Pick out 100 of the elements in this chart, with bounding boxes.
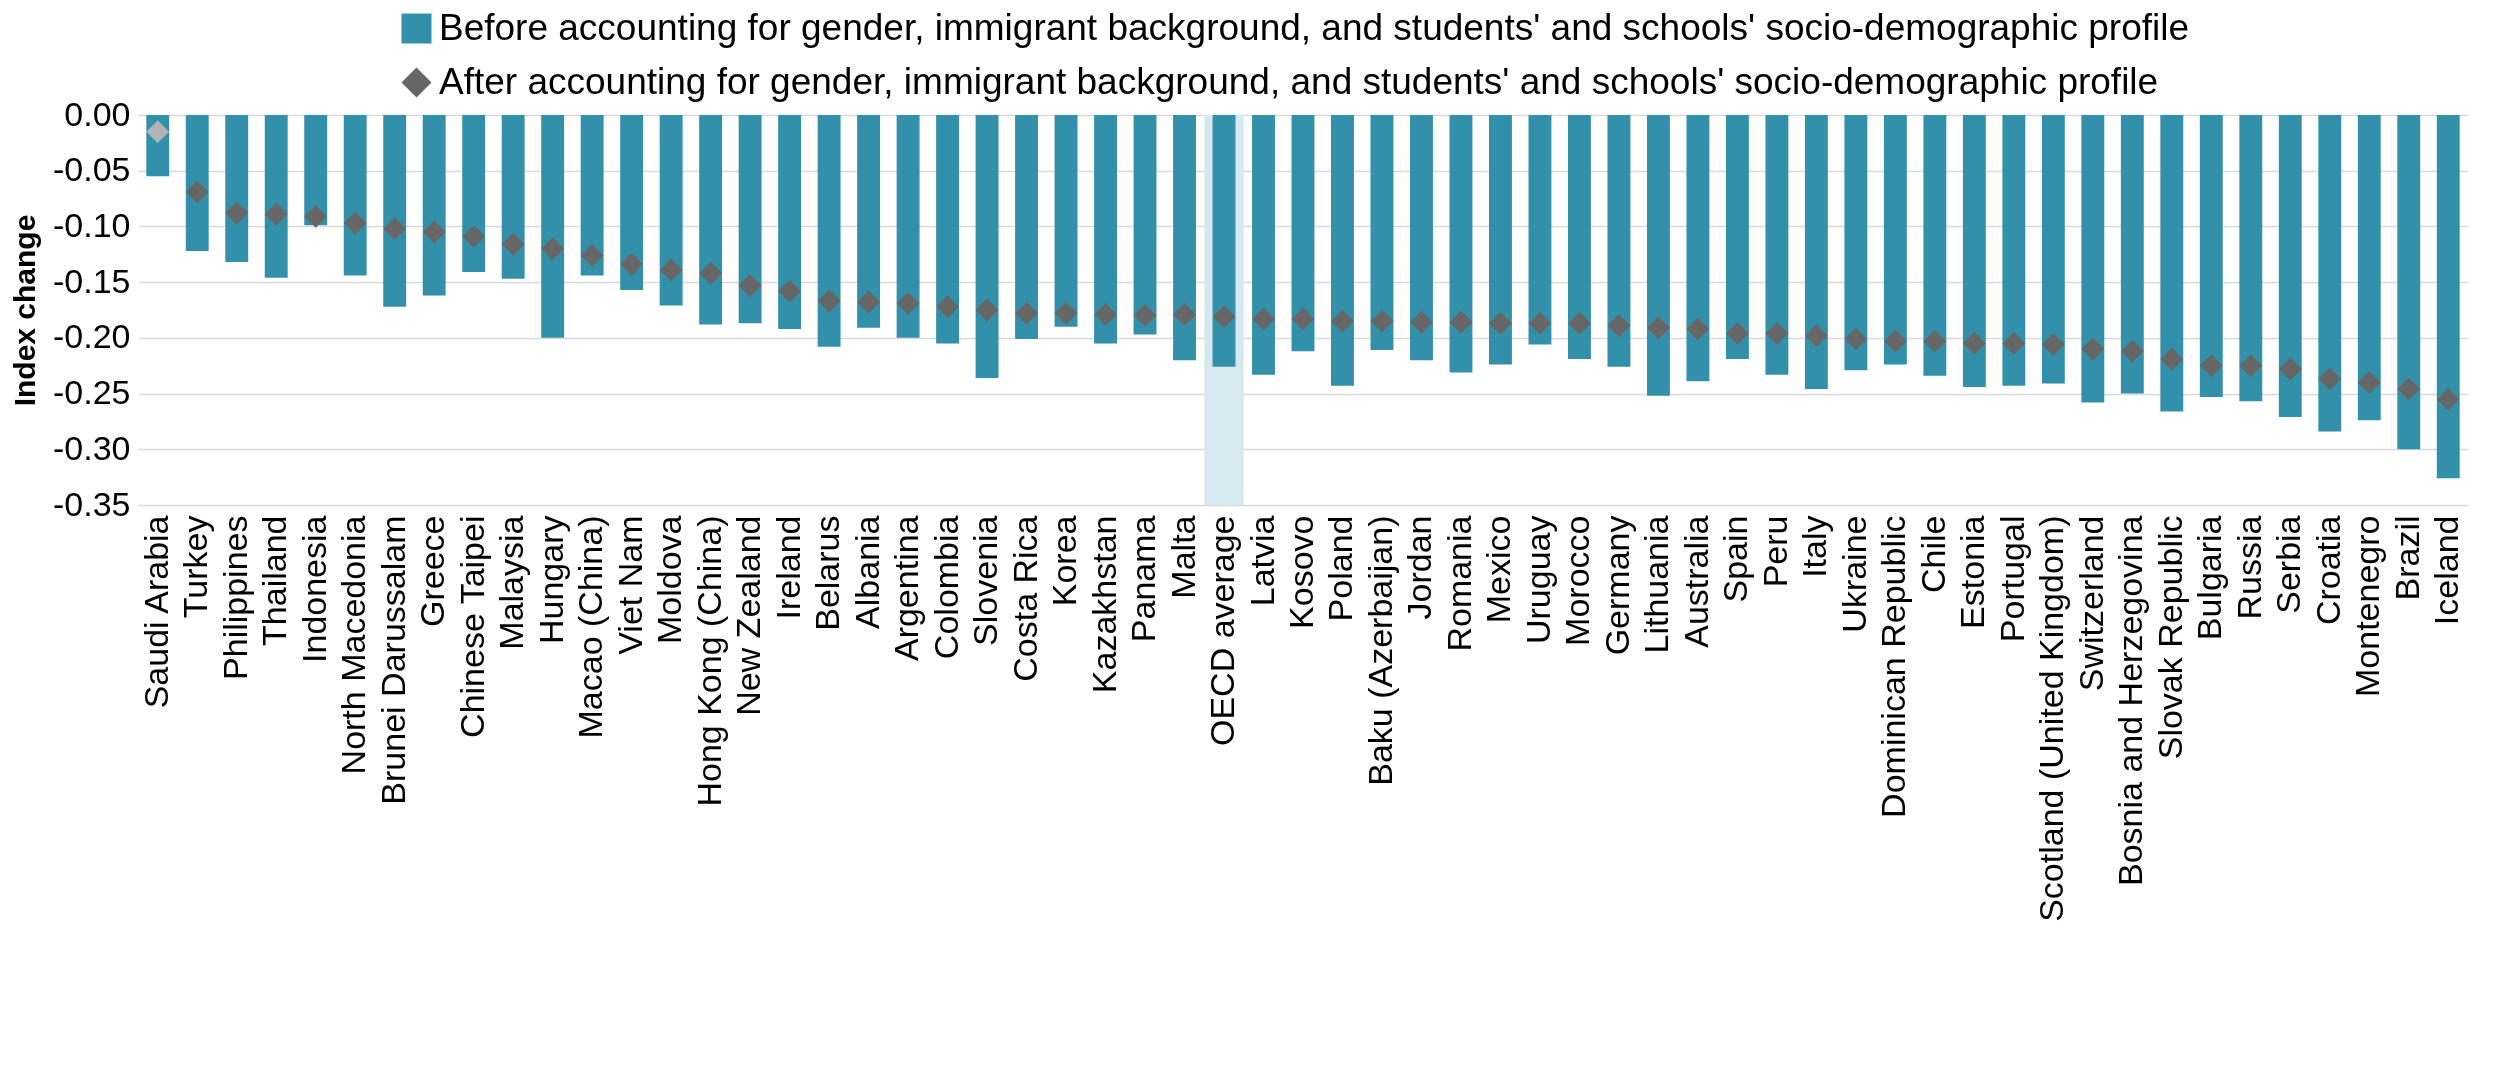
x-tick-label: Greece [413,515,452,627]
point [2120,339,2144,363]
x-tick-label: Romania [1439,515,1478,652]
x-tick-label: Poland [1321,515,1360,622]
point [2160,347,2184,371]
point [2436,387,2460,411]
point [1962,332,1986,355]
x-tick-label: Lithuania [1637,515,1676,654]
x-tick-label: Turkey [176,515,215,619]
point [975,298,999,322]
point [225,201,249,225]
point [1015,301,1038,325]
point [383,217,407,241]
point [1647,316,1670,340]
point [422,220,446,244]
x-tick-label: Albania [847,515,886,629]
point [1765,322,1789,345]
y-tick-label: -0.35 [53,484,131,523]
point [2278,357,2302,381]
x-tick-label: Kosovo [1282,515,1320,629]
point [185,180,209,204]
y-tick-label: -0.25 [53,373,131,412]
point [462,225,486,248]
x-tick-label: Bosnia and Herzegovina [2111,515,2150,886]
point [2318,367,2342,391]
point [2199,354,2223,378]
point [1528,311,1552,335]
point [1173,303,1196,326]
x-tick-label: Ukraine [1834,515,1873,633]
point [778,279,802,303]
x-tick-label: Ireland [768,515,807,620]
point [501,232,525,256]
point [1094,303,1117,326]
point [264,202,288,226]
y-tick-label: -0.15 [53,261,131,300]
point [659,258,683,282]
x-tick-label: Slovenia [966,515,1005,646]
point [699,261,723,285]
x-tick-label: Uruguay [1518,515,1557,645]
point [1331,309,1354,333]
point [2081,337,2105,361]
point [304,205,328,228]
x-tick-label: Scotland (United Kingdom) [2032,515,2071,922]
point [1568,311,1591,335]
legend-label: Before accounting for gender, immigrant background, and students' and schools' socio-demographic profile [439,6,2190,48]
x-tick-label: Australia [1676,515,1715,648]
x-tick-label: Spain [1716,515,1755,603]
point [1923,329,1947,353]
x-tick-label: Kazakhstan [1084,515,1123,694]
x-tick-label: Moldova [650,515,689,645]
x-tick-label: Indonesia [294,515,333,663]
y-tick-label: -0.20 [53,317,131,356]
x-tick-label: Malta [1163,515,1202,599]
x-tick-label: Chinese Taipei [452,515,491,738]
point [1686,317,1710,341]
y-tick-label: -0.30 [53,428,131,467]
point [2357,371,2381,394]
x-tick-label: Serbia [2269,515,2308,614]
point [1212,305,1236,329]
x-tick-label: Hungary [531,515,570,645]
x-tick-label: Baku (Azerbaijan) [1360,515,1399,786]
x-tick-label: Viet Nam [610,515,649,655]
point [1489,311,1512,335]
x-tick-label: Latvia [1242,515,1281,607]
point [2002,332,2026,355]
x-tick-label: Philippines [215,515,254,680]
x-tick-label: Portugal [1992,515,2031,643]
point [1449,310,1473,334]
y-tick-label: -0.05 [53,150,131,189]
x-tick-label: Costa Rica [1005,515,1044,682]
x-tick-label: Morocco [1558,515,1597,646]
point [1054,301,1078,325]
point [1291,307,1315,331]
point [343,211,367,235]
x-tick-label: Switzerland [2071,515,2110,692]
x-tick-label: OECD average [1203,515,1242,747]
point [2041,333,2065,356]
point [1370,309,1394,333]
point [146,120,170,144]
point [1883,329,1907,353]
x-tick-label: Belarus [808,515,847,631]
point [541,237,565,261]
x-tick-label: Hong Kong (China) [689,515,728,807]
x-tick-label: Montenegro [2348,515,2387,697]
x-tick-label: Germany [1597,515,1636,656]
x-tick-label: Korea [1045,515,1084,607]
x-tick-label: Croatia [2308,515,2347,626]
x-tick-label: Panama [1124,515,1163,643]
x-tick-label: Mexico [1479,515,1518,624]
point [1804,324,1828,348]
y-axis-title: Index change [8,214,41,407]
x-tick-label: New Zealand [729,515,768,716]
x-tick-label: Bulgaria [2190,515,2229,641]
x-tick-label: Dominican Republic [1874,515,1913,818]
x-tick-label: Colombia [926,515,965,660]
point [580,244,604,267]
point [1844,327,1868,351]
point [1133,304,1157,327]
x-tick-label: Chile [1913,515,1952,593]
x-tick-label: Saudi Arabia [136,515,175,709]
